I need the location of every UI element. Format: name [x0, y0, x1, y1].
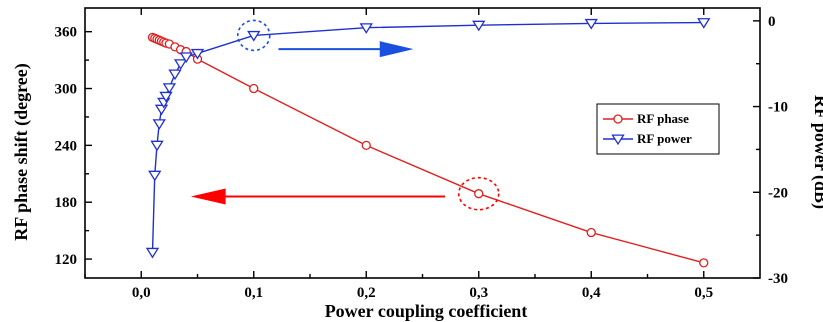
x-tick-label: 0,5	[694, 285, 713, 301]
rf-power-point	[584, 18, 598, 30]
rf-power-point	[472, 20, 486, 32]
x-tick-label: 0,3	[469, 285, 488, 301]
rf-power-point	[247, 30, 261, 42]
x-tick-label: 0,4	[582, 285, 601, 301]
rf-power-point	[168, 69, 182, 81]
rf-power-point	[162, 83, 177, 94]
annotations	[190, 19, 500, 211]
right-y-tick-label: -10	[768, 100, 788, 116]
left-y-tick-label: 180	[55, 195, 78, 211]
legend-label-rf-power: RF power	[637, 131, 692, 146]
rf-phase-point	[586, 227, 596, 238]
rf-phase-point	[361, 140, 371, 151]
x-tick-label: 0,2	[357, 285, 376, 301]
rf-power-point	[359, 23, 373, 34]
axes: 0,0 0,1 0,2 0,3 0,4 0,5 120 180 240 300 360 -30 -20 -…	[55, 7, 788, 301]
legend-marker-rf-power	[611, 134, 625, 146]
rf-power-point	[190, 48, 205, 60]
phase-axis-arrowhead	[190, 188, 226, 205]
plot-area	[145, 18, 711, 268]
legend-marker-rf-phase	[613, 114, 623, 124]
rf-power-point	[179, 52, 193, 64]
power-highlight-circle	[236, 19, 271, 52]
left-y-tick-label: 360	[55, 25, 78, 41]
rf-phase-point	[699, 258, 709, 268]
legend: RF phase RF power	[596, 103, 720, 155]
right-y-tick-label: -20	[768, 185, 788, 201]
left-y-tick-label: 120	[55, 252, 78, 268]
legend-box	[596, 103, 720, 155]
rf-power-point	[173, 59, 188, 70]
rf-power-point	[697, 18, 711, 29]
rf-power-point	[148, 170, 162, 182]
rf-phase-point	[474, 189, 484, 199]
right-y-axis-title: RF power (dB)	[810, 95, 823, 209]
x-tick-label: 0,0	[132, 285, 151, 301]
x-tick-label: 0,1	[244, 285, 263, 301]
phase-highlight-circle	[457, 176, 500, 211]
left-y-tick-label: 300	[55, 82, 78, 98]
right-y-tick-label: 0	[768, 14, 776, 30]
rf-power-point	[154, 104, 169, 116]
left-y-axis-title: RF phase shift (degree)	[11, 63, 32, 240]
rf-power-point	[145, 247, 160, 259]
x-axis-title: Power coupling coefficient	[325, 301, 528, 321]
rf-power-point	[150, 140, 164, 152]
right-y-tick-label: -30	[768, 271, 788, 287]
rf-phase-point	[249, 83, 259, 94]
left-y-tick-label: 240	[55, 138, 78, 154]
power-axis-arrowhead	[379, 41, 414, 58]
legend-label-rf-phase: RF phase	[637, 111, 689, 126]
rf-power-point	[152, 119, 166, 130]
rf-power-point	[159, 91, 173, 103]
